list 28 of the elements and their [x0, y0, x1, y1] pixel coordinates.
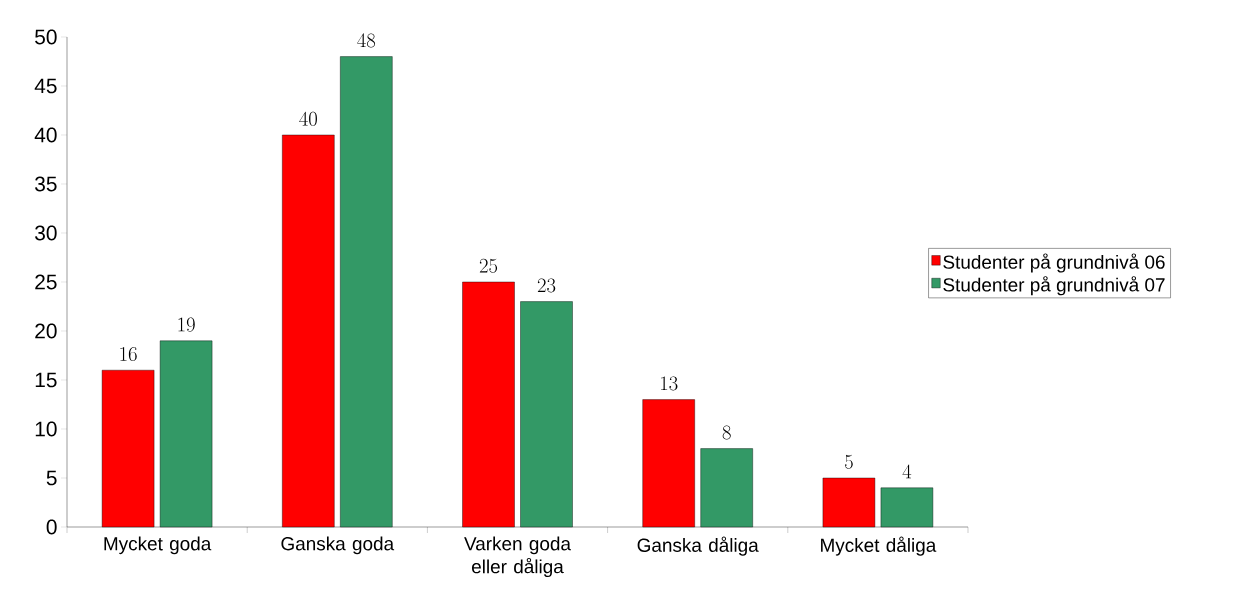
- data-label: 40: [299, 111, 317, 126]
- y-tick-label: 25: [35, 274, 57, 290]
- y-tick-label: 10: [35, 421, 57, 437]
- x-tick-label: Varken goda eller dåliga: [464, 536, 571, 578]
- x-tick-label: Mycket goda: [104, 536, 212, 555]
- x-tick-label: Mycket dåliga: [821, 536, 937, 556]
- data-label: 23: [537, 278, 556, 293]
- y-tick-label: 5: [46, 470, 57, 486]
- legend-label: Studenter på grundnivå 07: [943, 276, 1165, 296]
- x-tick-label: Ganska dåliga: [637, 536, 759, 556]
- data-label: 13: [661, 376, 678, 391]
- y-tick-label: 0: [46, 519, 57, 535]
- x-tick-label: Ganska goda: [281, 536, 395, 555]
- data-label: 4: [902, 464, 912, 479]
- y-tick-label: 40: [34, 127, 57, 143]
- y-tick-label: 20: [35, 323, 57, 339]
- y-tick-label: 15: [35, 372, 57, 388]
- data-label: 48: [357, 33, 376, 48]
- data-label: 19: [178, 317, 195, 332]
- y-tick-label: 45: [34, 78, 57, 94]
- data-label: 5: [845, 454, 853, 469]
- legend-label: Studenter på grundnivå 06: [943, 253, 1165, 273]
- data-label: 16: [120, 347, 137, 362]
- y-tick-label: 50: [35, 29, 57, 45]
- data-label: 25: [479, 258, 498, 273]
- y-tick-label: 35: [35, 176, 57, 192]
- y-tick-label: 30: [35, 225, 57, 241]
- data-label: 8: [722, 425, 731, 440]
